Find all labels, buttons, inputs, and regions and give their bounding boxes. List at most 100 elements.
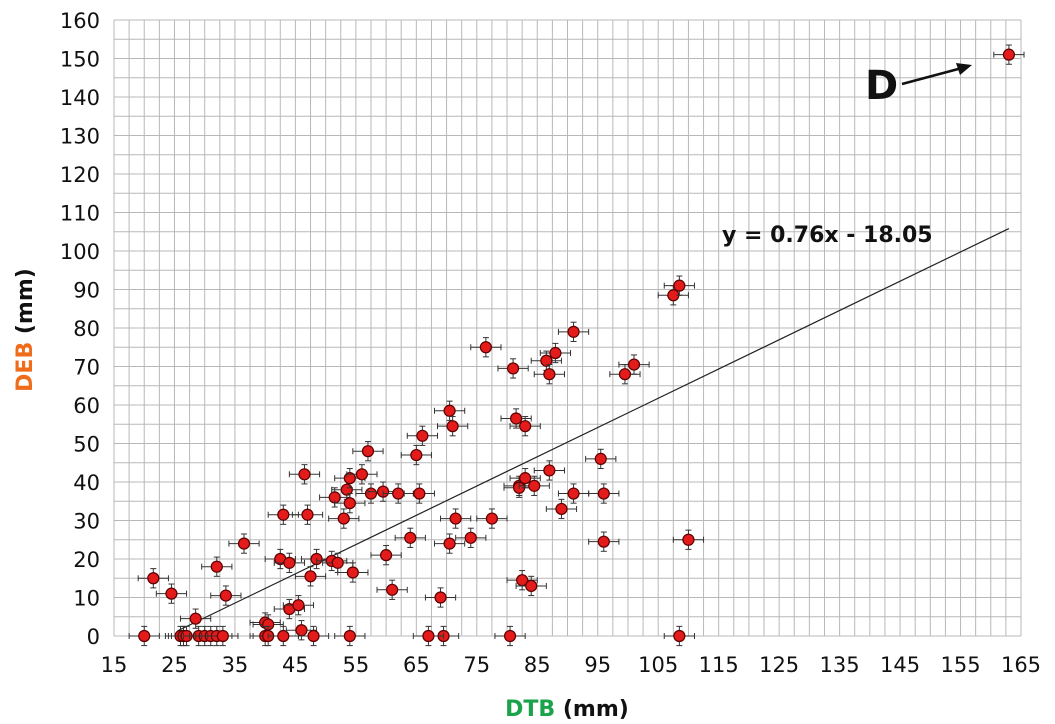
- data-point: [588, 483, 620, 504]
- data-point: [533, 460, 565, 481]
- point-marker: [627, 358, 641, 371]
- point-marker: [485, 512, 499, 525]
- point-marker: [147, 572, 160, 585]
- point-marker: [682, 533, 695, 546]
- trendline-layer: [177, 228, 1010, 632]
- point-marker: [364, 487, 378, 500]
- data-point: [557, 483, 590, 504]
- data-point: [663, 275, 695, 296]
- point-marker: [673, 629, 686, 643]
- data-point: [497, 358, 529, 379]
- x-tick-label: 125: [759, 653, 799, 677]
- data-point: [201, 556, 233, 577]
- data-point: [506, 570, 538, 591]
- point-marker: [528, 479, 541, 492]
- tick-labels-layer: 15 25 35 45 55 65 75 85 95 105 115 125 135 145 155 165 0…: [60, 9, 1041, 677]
- x-tick-label: 105: [638, 653, 678, 677]
- data-point: [288, 464, 321, 485]
- point-marker: [413, 487, 426, 500]
- data-point: [376, 579, 408, 600]
- point-marker: [519, 472, 532, 485]
- y-tick-label: 130: [60, 125, 100, 149]
- point-marker: [301, 508, 314, 521]
- point-marker: [277, 508, 290, 521]
- data-point: [334, 625, 366, 647]
- x-tick-label: 85: [524, 653, 551, 677]
- point-marker: [292, 599, 305, 612]
- point-marker: [361, 445, 375, 458]
- point-marker: [404, 531, 417, 544]
- data-point: [346, 464, 378, 485]
- data-point: [291, 504, 324, 525]
- data-point: [993, 44, 1025, 65]
- point-marker: [189, 612, 202, 625]
- data-point: [155, 583, 188, 604]
- x-axis-title-colored: DTB: [505, 697, 555, 722]
- data-point: [294, 566, 327, 587]
- point-marker: [219, 589, 232, 602]
- x-tick-label: 45: [282, 653, 309, 677]
- data-point: [128, 625, 160, 647]
- point-marker: [434, 591, 447, 604]
- point-marker: [237, 537, 251, 550]
- point-marker: [410, 448, 423, 462]
- x-tick-label: 15: [101, 653, 128, 677]
- data-point: [228, 533, 260, 554]
- x-tick-label: 35: [222, 653, 249, 677]
- x-tick-label: 145: [880, 653, 920, 677]
- point-marker: [138, 629, 151, 643]
- y-tick-label: 160: [60, 9, 100, 33]
- point-marker: [510, 412, 523, 425]
- y-tick-label: 80: [73, 317, 100, 341]
- data-point: [297, 625, 330, 647]
- point-marker: [283, 556, 296, 569]
- data-point: [334, 493, 366, 514]
- trendline-equation: y = 0.76x - 18.05: [722, 223, 933, 248]
- x-tick-label: 75: [463, 653, 490, 677]
- data-point: [180, 608, 212, 629]
- data-point: [394, 527, 426, 548]
- data-point: [334, 468, 366, 489]
- point-marker: [380, 549, 393, 562]
- data-point: [412, 625, 445, 647]
- point-marker: [210, 560, 223, 573]
- point-marker: [307, 629, 320, 643]
- point-marker: [343, 497, 356, 510]
- data-point: [210, 585, 242, 606]
- y-tick-label: 30: [73, 510, 100, 534]
- point-marker: [503, 629, 517, 643]
- point-marker: [549, 346, 562, 360]
- x-axis-title: DTB (mm): [505, 697, 629, 722]
- point-marker: [331, 556, 344, 569]
- x-tick-label: 155: [940, 653, 980, 677]
- y-axis-title: DEB (mm): [13, 268, 38, 392]
- point-marker: [295, 624, 308, 637]
- data-point: [282, 595, 315, 616]
- point-marker: [346, 566, 359, 579]
- data-point: [657, 285, 689, 306]
- data-point: [400, 444, 432, 466]
- point-marker: [355, 468, 369, 481]
- x-tick-label: 135: [820, 653, 860, 677]
- data-point: [440, 508, 472, 529]
- y-tick-label: 40: [73, 471, 100, 495]
- point-marker: [304, 570, 317, 583]
- point-marker: [165, 587, 178, 600]
- point-marker: [567, 325, 580, 338]
- data-point: [433, 533, 466, 554]
- data-point: [424, 587, 457, 608]
- y-tick-label: 140: [60, 86, 100, 110]
- point-marker: [479, 341, 492, 354]
- data-point: [585, 448, 617, 470]
- data-point: [500, 408, 532, 429]
- data-point: [403, 483, 435, 504]
- data-point: [352, 441, 384, 462]
- point-marker: [567, 487, 580, 500]
- x-tick-label: 65: [403, 653, 430, 677]
- point-marker: [464, 531, 477, 544]
- x-tick-label: 115: [699, 653, 739, 677]
- y-axis-title-unit: (mm): [13, 268, 38, 342]
- data-point: [557, 321, 590, 342]
- point-marker: [446, 420, 459, 433]
- data-point: [494, 625, 526, 647]
